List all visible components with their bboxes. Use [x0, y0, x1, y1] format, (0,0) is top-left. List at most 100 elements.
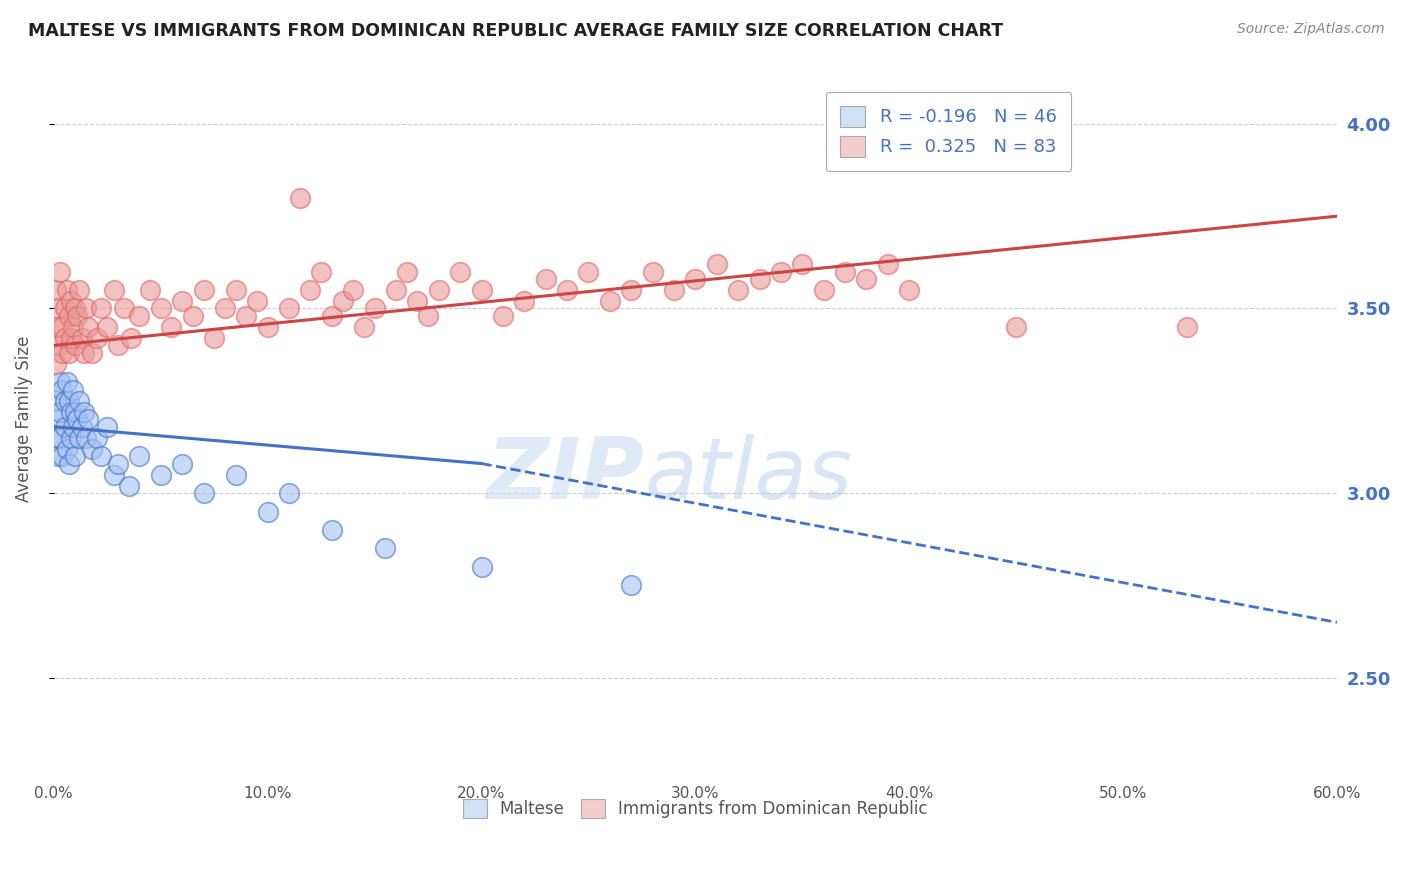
Point [1175, 320, 1198, 334]
Point [309, 264, 332, 278]
Point [49, 264, 72, 278]
Point [278, 301, 301, 316]
Point [395, 264, 418, 278]
Point [139, 283, 162, 297]
Point [112, 301, 135, 316]
Point [77, 320, 100, 334]
Point [49, 338, 72, 352]
Point [86, 431, 108, 445]
Point [898, 283, 921, 297]
Point [73, 405, 96, 419]
Point [66, 412, 89, 426]
Point [813, 283, 835, 297]
Point [59, 294, 82, 309]
Point [641, 264, 664, 278]
Point [513, 294, 536, 309]
Point [834, 264, 856, 278]
Point [342, 283, 364, 297]
Point [706, 257, 728, 271]
Point [685, 272, 707, 286]
Point [62, 383, 84, 397]
Point [75, 431, 97, 445]
Point [256, 504, 278, 518]
Point [69, 431, 91, 445]
Point [103, 467, 125, 482]
Point [75, 301, 97, 316]
Point [62, 419, 84, 434]
Point [353, 320, 375, 334]
Point [299, 283, 322, 297]
Point [149, 467, 172, 482]
Point [73, 346, 96, 360]
Point [53, 301, 76, 316]
Point [51, 383, 73, 397]
Point [86, 331, 108, 345]
Point [406, 294, 429, 309]
Point [321, 309, 343, 323]
Point [321, 523, 343, 537]
Point [63, 338, 86, 352]
Point [120, 331, 142, 345]
Point [202, 331, 225, 345]
Legend: Maltese, Immigrants from Dominican Republic: Maltese, Immigrants from Dominican Repub… [457, 792, 934, 825]
Point [53, 419, 76, 434]
Point [246, 294, 269, 309]
Point [470, 283, 492, 297]
Point [107, 338, 129, 352]
Point [620, 283, 643, 297]
Point [69, 283, 91, 297]
Point [727, 283, 749, 297]
Point [63, 405, 86, 419]
Point [534, 272, 557, 286]
Point [82, 442, 104, 456]
Point [53, 331, 76, 345]
Point [59, 431, 82, 445]
Point [128, 309, 150, 323]
Point [118, 479, 141, 493]
Point [172, 457, 194, 471]
Point [70, 331, 93, 345]
Point [555, 283, 578, 297]
Point [363, 301, 385, 316]
Point [45, 357, 67, 371]
Point [288, 191, 311, 205]
Point [49, 376, 72, 390]
Point [58, 393, 80, 408]
Y-axis label: Average Family Size: Average Family Size [15, 336, 32, 502]
Point [59, 405, 82, 419]
Point [181, 309, 204, 323]
Point [55, 376, 77, 390]
Point [332, 294, 354, 309]
Point [55, 442, 77, 456]
Point [492, 309, 515, 323]
Point [58, 346, 80, 360]
Point [748, 272, 770, 286]
Point [103, 283, 125, 297]
Point [51, 320, 73, 334]
Point [235, 309, 257, 323]
Point [46, 320, 69, 334]
Point [449, 264, 471, 278]
Point [45, 393, 67, 408]
Point [49, 431, 72, 445]
Point [160, 320, 183, 334]
Text: ZIP: ZIP [486, 434, 644, 516]
Point [374, 541, 396, 556]
Point [96, 419, 118, 434]
Point [225, 467, 247, 482]
Point [214, 301, 236, 316]
Point [599, 294, 621, 309]
Point [45, 431, 67, 445]
Point [876, 257, 898, 271]
Point [58, 309, 80, 323]
Point [58, 457, 80, 471]
Point [662, 283, 685, 297]
Point [792, 257, 814, 271]
Point [416, 309, 439, 323]
Point [1005, 320, 1028, 334]
Point [63, 449, 86, 463]
Text: Source: ZipAtlas.com: Source: ZipAtlas.com [1237, 22, 1385, 37]
Point [225, 283, 247, 297]
Point [96, 320, 118, 334]
Point [69, 393, 91, 408]
